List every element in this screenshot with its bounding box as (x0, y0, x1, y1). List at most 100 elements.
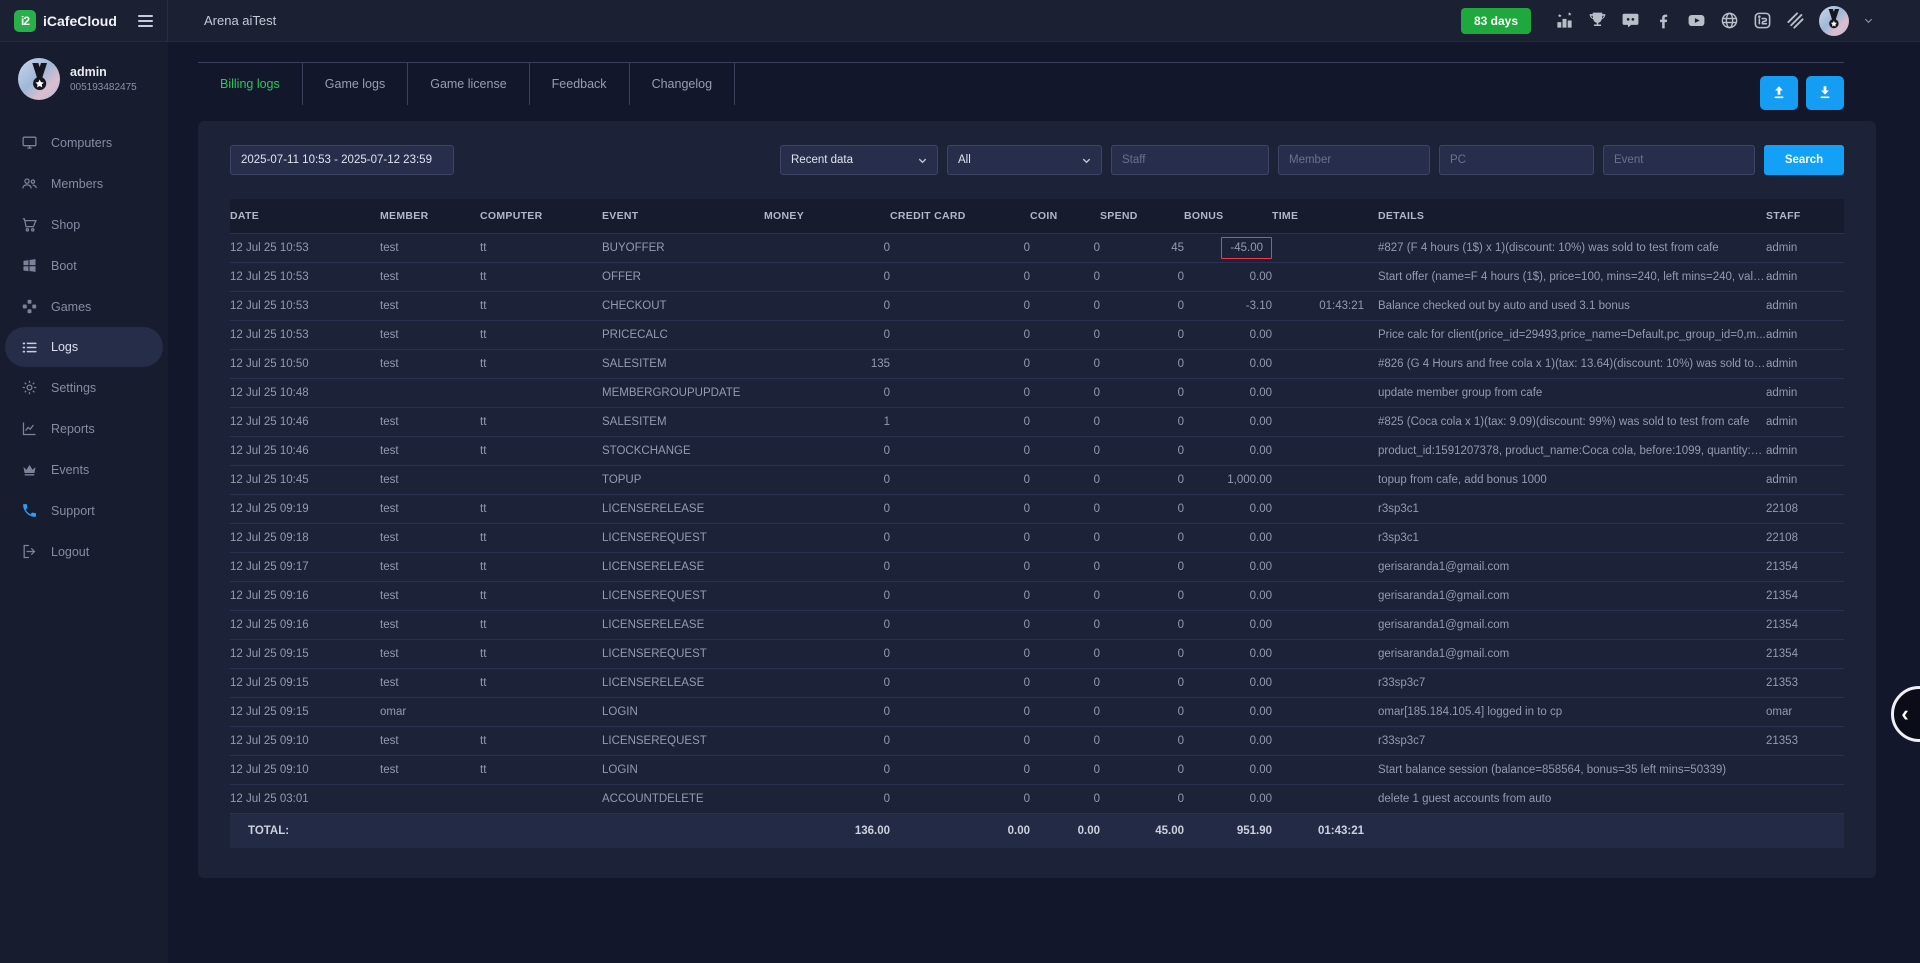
cell-time (1272, 610, 1364, 640)
download-button[interactable] (1806, 76, 1844, 110)
cell-money: 135 (764, 349, 890, 379)
cell-spend: 0 (1100, 552, 1184, 582)
globe-icon[interactable] (1720, 11, 1739, 30)
sidebar-item-reports[interactable]: Reports (0, 408, 168, 449)
search-button[interactable]: Search (1764, 145, 1844, 175)
cell-event: SALESITEM (602, 407, 764, 437)
cell-staff: admin (1766, 349, 1844, 379)
member-input[interactable] (1278, 145, 1430, 175)
cell-computer: tt (480, 610, 602, 640)
cell-member: test (380, 407, 480, 437)
cell-money: 0 (764, 552, 890, 582)
pc-input[interactable] (1439, 145, 1594, 175)
tab-feedback[interactable]: Feedback (530, 63, 630, 105)
cell-staff: admin (1766, 320, 1844, 350)
sidebar-item-logs[interactable]: Logs (5, 327, 163, 367)
sidebar-item-support[interactable]: Support (0, 490, 168, 531)
ranking-icon[interactable] (1555, 11, 1574, 30)
cell-bonus: 0.00 (1184, 552, 1272, 582)
table-row: 12 Jul 25 09:19 test tt LICENSERELEASE 0… (230, 494, 1844, 524)
cell-credit-card: 0 (890, 291, 1030, 321)
cell-time (1272, 581, 1364, 611)
event-input[interactable] (1603, 145, 1755, 175)
cell-bonus: 1,000.00 (1184, 465, 1272, 495)
cell-member (380, 378, 480, 408)
layers-icon[interactable] (1786, 11, 1805, 30)
sidebar-item-logout[interactable]: Logout (0, 531, 168, 572)
cell-money: 0 (764, 465, 890, 495)
cell-credit-card: 0 (890, 465, 1030, 495)
cell-time (1272, 320, 1364, 350)
cell-details: gerisaranda1@gmail.com (1364, 639, 1766, 669)
cell-date: 12 Jul 25 10:53 (230, 320, 380, 350)
tab-billing-logs[interactable]: Billing logs (198, 63, 303, 105)
type-select[interactable]: All (947, 145, 1102, 175)
days-remaining-badge[interactable]: 83 days (1460, 7, 1531, 34)
cell-event: LICENSEREQUEST (602, 726, 764, 756)
cell-coin: 0 (1030, 755, 1100, 785)
chevron-down-icon[interactable] (1863, 15, 1874, 26)
cell-event: OFFER (602, 262, 764, 292)
cell-time (1272, 494, 1364, 524)
total-spend: 45.00 (1100, 813, 1184, 848)
cell-event: LOGIN (602, 697, 764, 727)
cell-date: 12 Jul 25 10:53 (230, 291, 380, 321)
cell-coin: 0 (1030, 378, 1100, 408)
cell-member: test (380, 668, 480, 698)
cell-date: 12 Jul 25 09:15 (230, 639, 380, 669)
billing-logs-card: Recent data All Search DATE MEM (198, 121, 1876, 878)
cell-details: Start offer (name=F 4 hours (1$), price=… (1364, 262, 1766, 292)
sidebar-item-boot[interactable]: Boot (0, 245, 168, 286)
tab-changelog[interactable]: Changelog (630, 63, 736, 105)
date-range-input[interactable] (230, 145, 454, 175)
cell-event: LICENSEREQUEST (602, 581, 764, 611)
facebook-icon[interactable] (1654, 11, 1673, 30)
period-select[interactable]: Recent data (780, 145, 938, 175)
cell-bonus: 0.00 (1184, 494, 1272, 524)
cell-credit-card: 0 (890, 233, 1030, 263)
table-row: 12 Jul 25 09:16 test tt LICENSERELEASE 0… (230, 610, 1844, 640)
sidebar-item-computers[interactable]: Computers (0, 122, 168, 163)
cell-computer: tt (480, 349, 602, 379)
icafecloud-icon[interactable] (1753, 11, 1772, 30)
sidebar-item-members[interactable]: Members (0, 163, 168, 204)
cell-bonus: -3.10 (1184, 291, 1272, 321)
tab-game-logs[interactable]: Game logs (303, 63, 409, 105)
sidebar-item-games[interactable]: Games (0, 286, 168, 327)
cell-coin: 0 (1030, 436, 1100, 466)
table-row: 12 Jul 25 10:46 test tt STOCKCHANGE 0 0 … (230, 436, 1844, 466)
cell-money: 0 (764, 697, 890, 727)
trophy-icon[interactable] (1588, 11, 1607, 30)
user-avatar[interactable] (1819, 5, 1849, 36)
sidebar-item-events[interactable]: Events (0, 449, 168, 490)
cell-time (1272, 784, 1364, 814)
staff-input[interactable] (1111, 145, 1269, 175)
cell-details: gerisaranda1@gmail.com (1364, 552, 1766, 582)
cell-event: BUYOFFER (602, 233, 764, 263)
cell-member: test (380, 233, 480, 263)
youtube-icon[interactable] (1687, 11, 1706, 30)
table-row: 12 Jul 25 09:15 test tt LICENSEREQUEST 0… (230, 639, 1844, 669)
cell-money: 0 (764, 233, 890, 263)
cell-coin: 0 (1030, 697, 1100, 727)
cell-spend: 0 (1100, 697, 1184, 727)
cell-staff: admin (1766, 378, 1844, 408)
cell-credit-card: 0 (890, 581, 1030, 611)
sidebar-item-settings[interactable]: Settings (0, 367, 168, 408)
cell-spend: 0 (1100, 494, 1184, 524)
discord-icon[interactable] (1621, 11, 1640, 30)
hamburger-menu-icon[interactable] (138, 14, 153, 27)
cell-coin: 0 (1030, 291, 1100, 321)
cell-credit-card: 0 (890, 668, 1030, 698)
cell-details: r33sp3c7 (1364, 668, 1766, 698)
cell-credit-card: 0 (890, 349, 1030, 379)
upload-button[interactable] (1760, 76, 1798, 110)
cell-member: test (380, 755, 480, 785)
total-staff (1766, 813, 1844, 848)
cell-spend: 0 (1100, 610, 1184, 640)
tab-game-license[interactable]: Game license (408, 63, 530, 105)
sidebar-item-shop[interactable]: Shop (0, 204, 168, 245)
cell-member: test (380, 494, 480, 524)
cell-date: 12 Jul 25 09:10 (230, 755, 380, 785)
sidebar-item-label: Shop (51, 217, 81, 232)
